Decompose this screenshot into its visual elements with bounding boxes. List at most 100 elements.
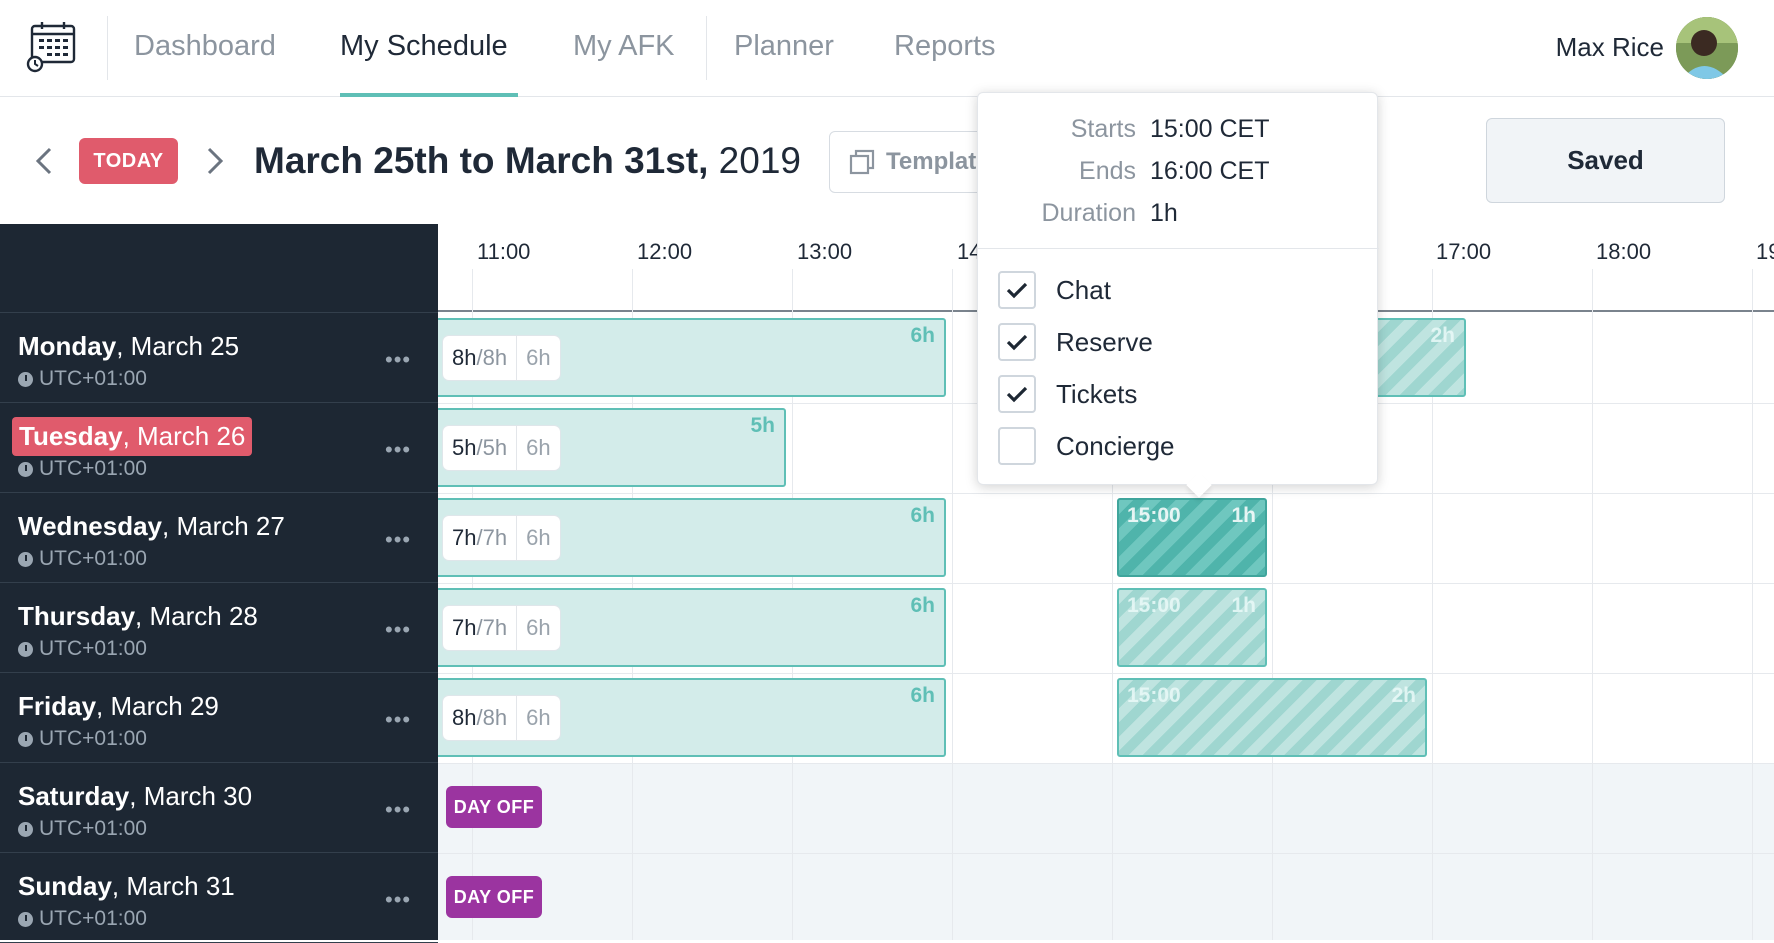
hour-label: 18:00 <box>1596 239 1652 264</box>
day-more-options-icon[interactable]: ••• <box>385 437 412 462</box>
day-more-options-icon[interactable]: ••• <box>385 617 412 642</box>
task-start-time: 15:00 <box>1127 594 1181 617</box>
hour-label: 17:00 <box>1436 239 1492 264</box>
user-avatar[interactable] <box>1676 17 1738 79</box>
hour-label: 12:00 <box>637 239 693 264</box>
day-date: , March 28 <box>135 601 258 631</box>
day-label-today: Tuesday, March 26 <box>12 417 253 456</box>
previous-week-chevron-icon[interactable] <box>32 146 58 176</box>
hour-gridline <box>1112 269 1113 940</box>
task-block-thursday[interactable]: 15:00 1h <box>1117 588 1267 667</box>
skill-option-concierge[interactable]: Concierge <box>998 427 1175 465</box>
hour-gridline <box>952 269 953 940</box>
shift-block-friday[interactable]: 6h 8h/8h 6h <box>438 678 946 757</box>
timezone-label: UTC+01:00 <box>39 637 147 660</box>
schedule-grid[interactable]: 11:00 12:00 13:00 14 17:00 18:00 19 6h 8… <box>438 224 1774 940</box>
skill-option-reserve[interactable]: Reserve <box>998 323 1153 361</box>
nav-tab-my-afk[interactable]: My AFK <box>573 30 675 62</box>
day-date: , March 30 <box>129 781 253 811</box>
task-start-time: 15:00 <box>1127 684 1181 707</box>
day-name: Wednesday <box>18 511 163 541</box>
day-more-options-icon[interactable]: ••• <box>385 887 412 912</box>
tickets-checkbox[interactable] <box>998 375 1036 413</box>
day-name: Monday <box>18 331 117 361</box>
user-name[interactable]: Max Rice <box>1555 32 1664 62</box>
next-week-chevron-icon[interactable] <box>201 146 227 176</box>
hours-total: /8h <box>476 705 508 730</box>
saved-button[interactable]: Saved <box>1486 118 1725 203</box>
today-button[interactable]: TODAY <box>79 138 178 184</box>
templates-button[interactable]: Templat <box>829 131 999 193</box>
day-timezone: UTC+01:00 <box>18 727 147 751</box>
active-tab-indicator <box>340 93 518 97</box>
day-more-options-icon[interactable]: ••• <box>385 797 412 822</box>
ends-value: 16:00 CET <box>1150 157 1270 185</box>
nav-tab-planner[interactable]: Planner <box>734 30 834 62</box>
day-row-friday: Friday, March 29 UTC+01:00 ••• <box>0 673 438 763</box>
day-name: Sunday <box>18 871 112 901</box>
hours-total: /8h <box>476 345 508 370</box>
nav-tab-my-schedule[interactable]: My Schedule <box>340 30 508 62</box>
shift-block-tuesday[interactable]: 5h 5h/5h 6h <box>438 408 786 487</box>
task-block-friday[interactable]: 15:00 2h <box>1117 678 1427 757</box>
nav-tab-dashboard[interactable]: Dashboard <box>134 30 276 62</box>
day-timezone: UTC+01:00 <box>18 817 147 841</box>
calendar-clock-icon[interactable] <box>26 20 80 74</box>
timezone-label: UTC+01:00 <box>39 457 147 480</box>
hours-pill: 5h/5h 6h <box>443 426 560 470</box>
starts-label: Starts <box>1070 115 1136 143</box>
skill-option-chat[interactable]: Chat <box>998 271 1111 309</box>
shift-block-thursday[interactable]: 6h 7h/7h 6h <box>438 588 946 667</box>
clock-icon <box>18 461 33 477</box>
shift-block-wednesday[interactable]: 6h 7h/7h 6h <box>438 498 946 577</box>
day-more-options-icon[interactable]: ••• <box>385 707 412 732</box>
checkmark-icon <box>1006 386 1028 403</box>
row-divider <box>438 583 1774 584</box>
hours-done: 7h <box>452 525 477 550</box>
shift-duration: 6h <box>910 594 935 617</box>
hours-worked: 8h/8h <box>443 336 518 380</box>
task-start-time: 15:00 <box>1127 504 1181 527</box>
hours-worked: 5h/5h <box>443 426 518 470</box>
shift-block-monday[interactable]: 6h 8h/8h 6h <box>438 318 946 397</box>
timezone-label: UTC+01:00 <box>39 547 147 570</box>
hour-gridline <box>1752 269 1753 940</box>
day-off-badge-saturday[interactable]: DAY OFF <box>446 786 542 828</box>
task-duration: 1h <box>1231 594 1256 617</box>
timezone-label: UTC+01:00 <box>39 817 147 840</box>
day-row-wednesday: Wednesday, March 27 UTC+01:00 ••• <box>0 493 438 583</box>
day-date: , March 25 <box>116 331 240 361</box>
hours-pill: 7h/7h 6h <box>443 606 560 650</box>
day-off-badge-sunday[interactable]: DAY OFF <box>446 876 542 918</box>
day-more-options-icon[interactable]: ••• <box>385 527 412 552</box>
hours-extra: 6h <box>526 615 551 640</box>
duration-label: Duration <box>1041 199 1137 227</box>
day-row-monday: Monday, March 25 UTC+01:00 ••• <box>0 313 438 403</box>
task-duration: 1h <box>1231 504 1256 527</box>
row-divider <box>438 853 1774 854</box>
chat-checkbox[interactable] <box>998 271 1036 309</box>
hours-done: 7h <box>452 615 477 640</box>
task-block-wednesday-selected[interactable]: 15:00 1h <box>1117 498 1267 577</box>
day-row-sunday: Sunday, March 31 UTC+01:00 ••• <box>0 853 438 943</box>
nav-tab-reports[interactable]: Reports <box>894 30 996 62</box>
day-row-thursday: Thursday, March 28 UTC+01:00 ••• <box>0 583 438 673</box>
day-row-saturday: Saturday, March 30 UTC+01:00 ••• <box>0 763 438 853</box>
hours-done: 5h <box>452 435 477 460</box>
day-more-options-icon[interactable]: ••• <box>385 347 412 372</box>
shift-duration: 6h <box>910 684 935 707</box>
hours-done: 8h <box>452 705 477 730</box>
week-toolbar: TODAY March 25th to March 31st, 2019 Tem… <box>0 98 1774 224</box>
concierge-checkbox[interactable] <box>998 427 1036 465</box>
reserve-checkbox[interactable] <box>998 323 1036 361</box>
starts-value: 15:00 CET <box>1150 115 1270 143</box>
task-block-monday[interactable]: 2h <box>1374 318 1466 397</box>
skill-option-tickets[interactable]: Tickets <box>998 375 1137 413</box>
day-timezone: UTC+01:00 <box>18 457 147 481</box>
row-divider <box>438 763 1774 764</box>
day-label: Friday, March 29 <box>18 689 219 724</box>
week-range-dates: March 25th to March 31st, <box>254 140 709 181</box>
day-timezone: UTC+01:00 <box>18 367 147 391</box>
day-timezone: UTC+01:00 <box>18 547 147 571</box>
nav-divider <box>107 16 108 80</box>
